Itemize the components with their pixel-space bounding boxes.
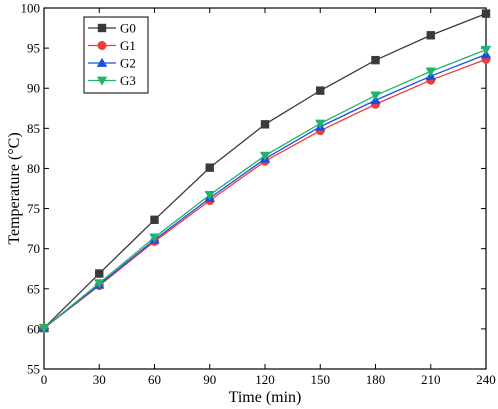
x-tick-label: 0	[41, 372, 48, 387]
x-tick-label: 180	[366, 372, 386, 387]
y-tick-label: 90	[27, 81, 40, 96]
legend-marker-g0	[97, 23, 107, 33]
legend-item-g0: G0	[88, 21, 136, 36]
series-g1	[39, 54, 491, 333]
y-tick-label: 80	[27, 161, 40, 176]
data-point-g0	[426, 31, 435, 40]
series-g3	[38, 45, 492, 334]
legend-label-g1: G1	[120, 38, 136, 53]
legend-marker-g1	[97, 41, 107, 50]
legend-marker-g3	[96, 76, 108, 86]
data-point-g3	[204, 191, 215, 201]
y-tick-label: 100	[21, 1, 41, 16]
data-point-g3	[38, 324, 50, 334]
x-tick-label: 150	[311, 372, 331, 387]
legend-label-g0: G0	[120, 21, 136, 36]
x-tick-label: 30	[93, 372, 106, 387]
data-point-g3	[94, 279, 105, 289]
y-tick-label: 95	[27, 41, 40, 56]
legend-label-g2: G2	[120, 56, 136, 71]
data-point-g0	[95, 269, 104, 278]
axis-ticks: 0 30 60 90 120 150 180 210 240 55 60 65 70 75 80 85 90 95…	[21, 1, 496, 388]
data-point-g0	[205, 163, 214, 172]
x-tick-label: 90	[203, 372, 216, 387]
series-g0	[39, 9, 491, 333]
legend-item-g3: G3	[88, 73, 136, 88]
series-line-g1	[43, 58, 487, 329]
y-tick-label: 65	[27, 281, 40, 296]
x-tick-label: 210	[421, 372, 441, 387]
data-point-g3	[259, 151, 271, 161]
data-point-g0	[150, 215, 159, 224]
series-line-g2	[43, 53, 487, 329]
legend-item-g1: G1	[88, 38, 136, 53]
y-axis-title: Temperature (°C)	[6, 132, 23, 244]
x-tick-label: 120	[255, 372, 275, 387]
data-point-g0	[481, 9, 491, 18]
data-point-g0	[316, 86, 325, 95]
data-point-g3	[315, 119, 326, 129]
data-point-g3	[480, 45, 492, 55]
x-tick-label: 240	[476, 372, 496, 387]
data-point-g3	[370, 91, 381, 101]
y-tick-label: 70	[27, 241, 40, 256]
data-point-g0	[260, 120, 270, 129]
legend-item-g2: G2	[88, 56, 136, 71]
data-point-g0	[371, 55, 380, 65]
x-tick-label: 60	[148, 372, 161, 387]
y-tick-label: 85	[27, 121, 40, 136]
x-axis-title: Time (min)	[229, 389, 302, 406]
data-point-g3	[425, 67, 436, 77]
legend-marker-g2	[96, 57, 108, 67]
y-tick-label: 55	[27, 362, 40, 377]
y-tick-label: 60	[27, 321, 40, 336]
y-tick-label: 75	[27, 201, 40, 216]
legend: G0 G1 G2 G3	[83, 16, 149, 94]
series-layer	[38, 9, 492, 334]
legend-label-g3: G3	[120, 73, 136, 88]
data-point-g3	[149, 233, 160, 243]
